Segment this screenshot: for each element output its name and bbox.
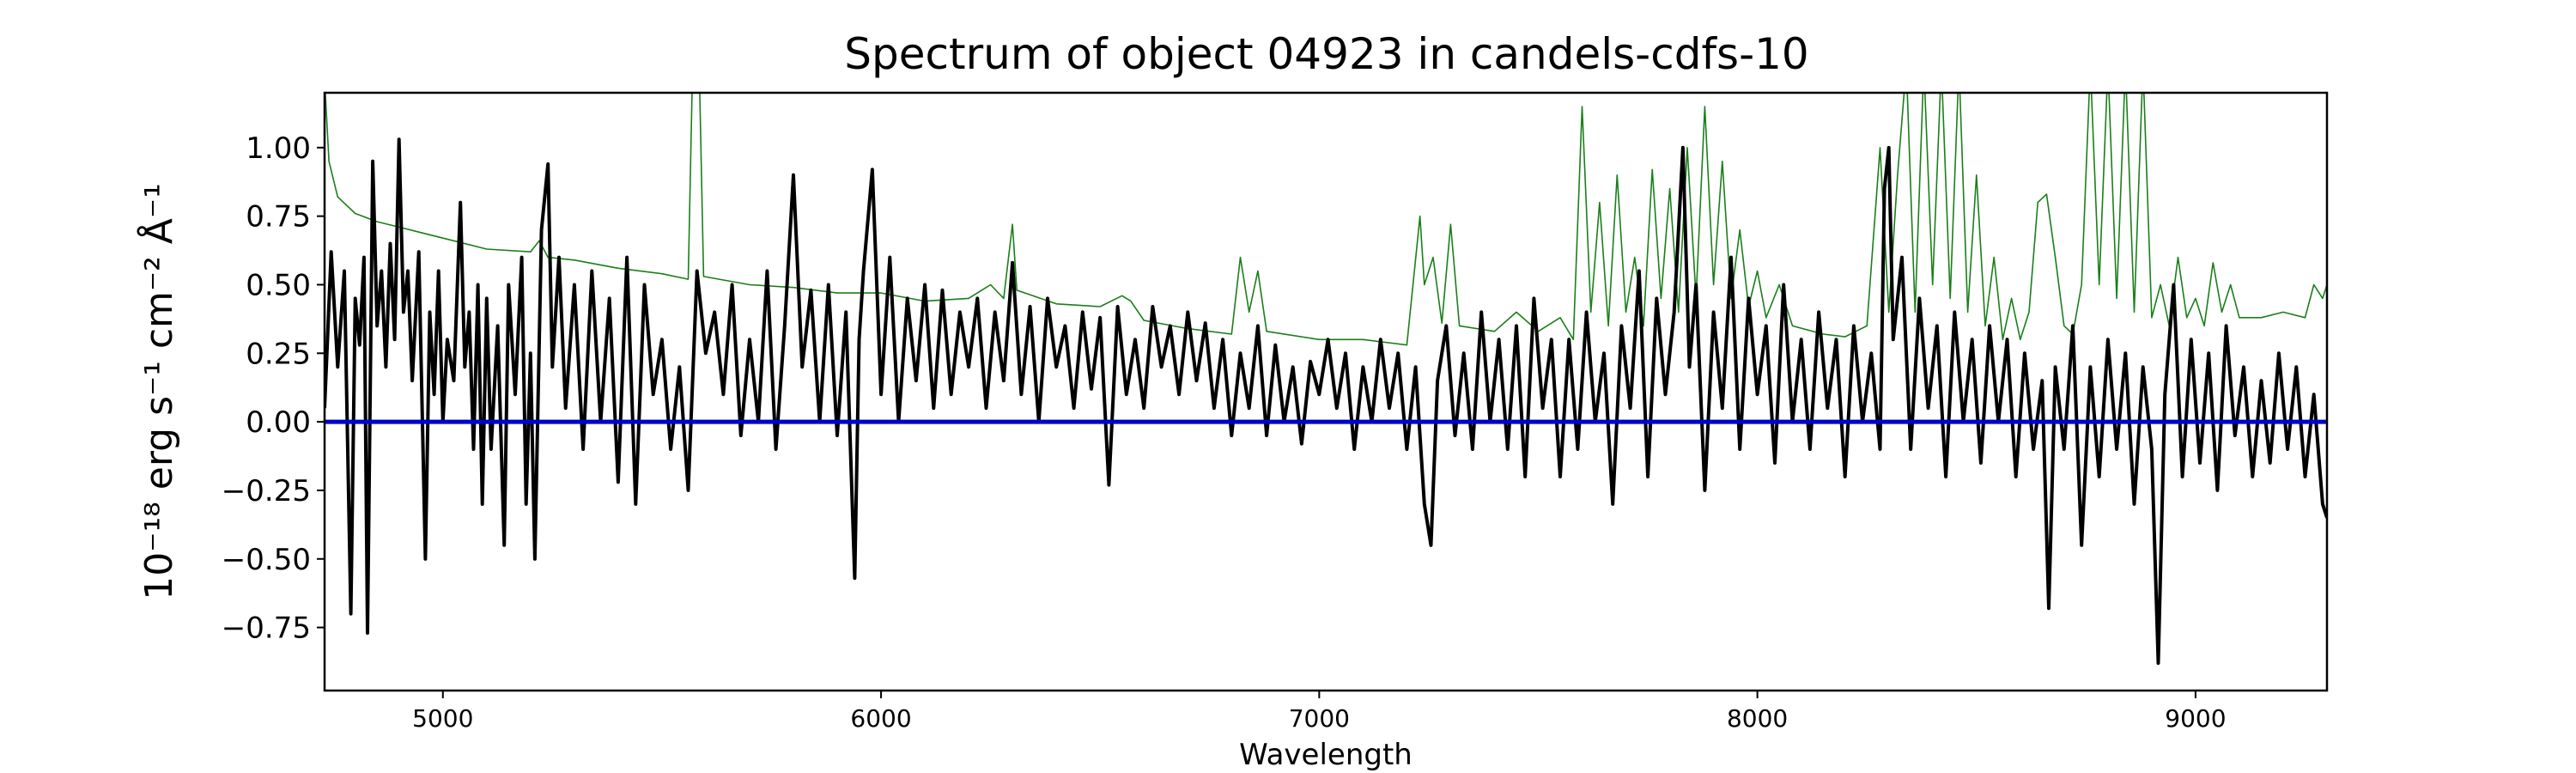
- y-tick-label: 0.50: [246, 268, 311, 302]
- uncertainty-series-line: [325, 93, 2327, 346]
- y-tick-label: −0.75: [222, 612, 311, 646]
- x-axis: 5000 6000 7000 8000 9000: [412, 691, 2227, 733]
- y-tick-label: 0.00: [246, 405, 311, 440]
- y-tick-label: 0.75: [246, 200, 311, 234]
- x-tick-label: 6000: [850, 704, 911, 733]
- y-axis: 1.00 0.75 0.50 0.25 0.00 −0.25 −0.50 −0.75: [222, 131, 325, 646]
- y-tick-label: −0.50: [222, 543, 311, 577]
- x-tick-label: 9000: [2165, 704, 2226, 733]
- plot-area: [323, 91, 2329, 692]
- y-tick-label: −0.25: [222, 474, 311, 508]
- flux-series-line: [325, 137, 2327, 666]
- x-tick-label: 8000: [1727, 704, 1788, 733]
- y-tick-label: 0.25: [246, 337, 311, 371]
- x-tick-label: 5000: [412, 704, 473, 733]
- x-tick-label: 7000: [1289, 704, 1350, 733]
- x-axis-label: Wavelength: [1239, 738, 1413, 772]
- chart-title: Spectrum of object 04923 in candels-cdfs…: [844, 29, 1809, 79]
- plot-frame: [323, 91, 2329, 692]
- y-tick-label: 1.00: [246, 131, 311, 166]
- series-layer: [325, 93, 2327, 666]
- y-axis-label: 10⁻¹⁸ erg s⁻¹ cm⁻² Å⁻¹: [136, 183, 181, 600]
